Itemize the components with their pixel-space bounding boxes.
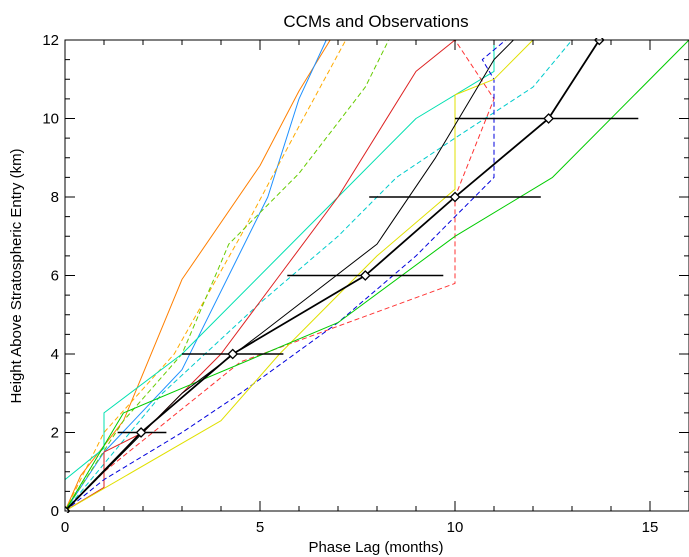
series-line-1 <box>65 39 331 512</box>
observation-point <box>543 113 555 124</box>
series-line-10 <box>65 39 534 512</box>
x-tick-label: 10 <box>447 519 464 536</box>
series-line-4 <box>65 39 390 512</box>
y-tick-label: 10 <box>42 111 59 128</box>
x-tick-label: 0 <box>61 519 69 536</box>
y-tick-label: 4 <box>51 346 59 363</box>
x-tick-label: 5 <box>256 519 264 536</box>
series-line-8 <box>65 39 495 512</box>
observation-point <box>359 270 371 281</box>
observation-point <box>449 191 461 203</box>
series-line-2 <box>65 39 327 512</box>
y-tick-label: 0 <box>51 503 59 520</box>
x-axis-label: Phase Lag (months) <box>308 539 443 556</box>
series-line-11 <box>65 39 689 512</box>
observation-point <box>227 348 239 360</box>
series-line-6 <box>65 39 502 480</box>
y-tick-label: 8 <box>51 189 59 206</box>
y-tick-label: 6 <box>51 268 59 285</box>
plot-area <box>65 38 689 513</box>
chart-title: CCMs and Observations <box>283 12 468 31</box>
axis-ticks: 0 5 10 15 0 2 4 6 8 10 12 <box>42 32 689 536</box>
y-tick-label: 2 <box>51 425 59 442</box>
x-tick-label: 15 <box>642 519 659 536</box>
y-axis-label: Height Above Stratospheric Entry (km) <box>8 148 25 403</box>
series-line-5 <box>65 39 573 512</box>
series-line-12 <box>65 39 514 512</box>
observation-point <box>135 427 147 438</box>
y-tick-label: 12 <box>42 32 59 49</box>
